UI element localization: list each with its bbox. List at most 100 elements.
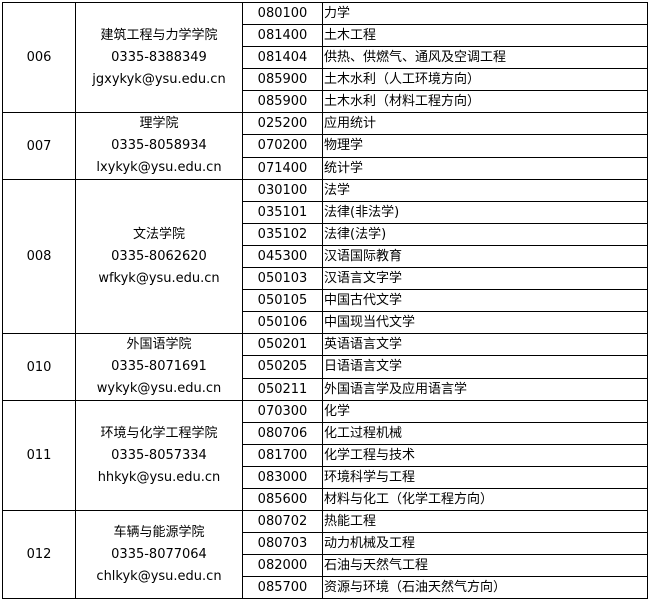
major-name: 资源与环境（石油天然气方向） [322, 576, 648, 599]
major-code: 045300 [242, 245, 323, 268]
college-name: 文法学院 [132, 226, 185, 242]
table-row: 035102 法律(法学) [3, 223, 648, 246]
major-name: 英语语言文学 [322, 332, 648, 357]
major-name: 法律(非法学) [322, 201, 648, 224]
major-code: 035102 [242, 223, 323, 246]
table-row: 070200 物理学 [3, 134, 648, 158]
college-phone: 0335-8071691 [111, 359, 207, 374]
major-code: 080702 [242, 510, 323, 533]
college-code: 011 [2, 400, 76, 511]
major-name: 应用统计 [322, 111, 648, 136]
major-name: 中国现当代文学 [322, 311, 648, 334]
college-code: 006 [2, 2, 76, 113]
college-phone: 0335-8077064 [111, 546, 207, 562]
major-code: 085900 [242, 68, 323, 91]
college-phone: 0335-8062620 [111, 248, 207, 264]
college-email: chlkyk@ysu.edu.cn [96, 568, 222, 584]
college-email: jgxykyk@ysu.edu.cn [92, 71, 226, 87]
major-code: 085600 [242, 488, 323, 511]
major-name: 法学 [322, 179, 648, 202]
major-code: 050201 [242, 332, 323, 357]
college-info: 文法学院 0335-8062620 wfkyk@ysu.edu.cn [75, 179, 243, 334]
major-code: 085700 [242, 576, 323, 599]
major-code: 081400 [242, 24, 323, 47]
college-phone: 0335-8057334 [111, 447, 207, 463]
major-code: 050103 [242, 267, 323, 290]
college-info: 车辆与能源学院 0335-8077064 chlkyk@ysu.edu.cn [75, 510, 243, 599]
major-name: 环境科学与工程 [322, 466, 648, 489]
major-name: 化工过程机械 [322, 422, 648, 445]
table-row: 081404 供热、供燃气、通风及空调工程 [3, 46, 648, 69]
major-code: 080703 [242, 532, 323, 555]
college-phone: 0335-8388349 [111, 49, 207, 65]
major-code: 035101 [242, 201, 323, 224]
college-info: 环境与化学工程学院 0335-8057334 hhkyk@ysu.edu.cn [75, 400, 243, 511]
table-row: 010 外国语学院 0335-8071691 wykyk@ysu.edu.cn 050… [2, 332, 648, 401]
major-name: 供热、供燃气、通风及空调工程 [322, 46, 648, 69]
college-code: 007 [2, 112, 76, 180]
table-row: 085900 土木水利（人工环境方向） [3, 68, 648, 91]
major-name: 土木工程 [322, 24, 648, 47]
major-name: 热能工程 [322, 510, 648, 533]
major-code: 050106 [242, 311, 323, 334]
major-code: 071400 [242, 156, 323, 181]
major-name: 化学工程与技术 [322, 444, 648, 467]
table-row: 006 建筑工程与力学学院 0335-8388349 jgxykyk@ysu.edu… [2, 2, 648, 113]
college-name: 外国语学院 [126, 337, 192, 352]
major-name: 化学 [322, 400, 648, 423]
major-name: 中国古代文学 [322, 289, 648, 312]
major-code: 082000 [242, 554, 323, 577]
table-row: 082000 石油与天然气工程 [3, 554, 648, 577]
college-info: 建筑工程与力学学院 0335-8388349 jgxykyk@ysu.edu.cn [75, 2, 243, 113]
table-row: 085700 资源与环境（石油天然气方向） [3, 576, 648, 599]
major-code: 070200 [242, 134, 323, 158]
college-phone: 0335-8058934 [111, 138, 207, 153]
table-row: 050205 日语语言文学 [3, 355, 648, 379]
major-name: 统计学 [322, 156, 648, 181]
college-code: 008 [2, 179, 76, 334]
college-email: hhkyk@ysu.edu.cn [97, 469, 221, 485]
college-name: 车辆与能源学院 [113, 524, 205, 540]
college-email: wykyk@ysu.edu.cn [96, 381, 222, 396]
major-code: 025200 [242, 111, 323, 136]
major-code: 080706 [242, 422, 323, 445]
college-code: 010 [2, 333, 76, 401]
table-row: 050103 汉语言文字学 [3, 267, 648, 290]
college-info: 理学院 0335-8058934 lxykyk@ysu.edu.cn [75, 112, 243, 180]
major-code: 080100 [242, 2, 323, 25]
table-row: 050211 外国语言学及应用语言学 [3, 377, 648, 402]
major-name: 土木水利（材料工程方向） [322, 90, 648, 113]
major-code: 070300 [242, 400, 323, 423]
major-code: 050211 [242, 377, 323, 402]
major-name: 材料与化工（化学工程方向） [322, 488, 648, 511]
table-row: 012 车辆与能源学院 0335-8077064 chlkyk@ysu.edu.cn… [2, 510, 648, 599]
college-name: 建筑工程与力学学院 [100, 27, 218, 43]
table-row: 045300 汉语国际教育 [3, 245, 648, 268]
table-row: 007 理学院 0335-8058934 lxykyk@ysu.edu.cn 0252… [2, 111, 648, 180]
major-code: 050205 [242, 355, 323, 379]
major-code: 050105 [242, 289, 323, 312]
major-name: 土木水利（人工环境方向） [322, 68, 648, 91]
table-row: 011 环境与化学工程学院 0335-8057334 hhkyk@ysu.edu.c… [2, 400, 648, 511]
major-name: 外国语言学及应用语言学 [322, 377, 648, 402]
college-email: wfkyk@ysu.edu.cn [98, 270, 220, 286]
major-code: 085900 [242, 90, 323, 113]
table-row: 083000 环境科学与工程 [3, 466, 648, 489]
major-code: 030100 [242, 179, 323, 202]
major-code: 081404 [242, 46, 323, 69]
major-name: 动力机械及工程 [322, 532, 648, 555]
table-row: 008 文法学院 0335-8062620 wfkyk@ysu.edu.cn 0301… [2, 179, 648, 334]
major-name: 力学 [322, 2, 648, 25]
table-row: 050105 中国古代文学 [3, 289, 648, 312]
major-name: 日语语言文学 [322, 355, 648, 379]
table-row: 085600 材料与化工（化学工程方向） [3, 488, 648, 511]
college-code: 012 [2, 510, 76, 599]
college-email: lxykyk@ysu.edu.cn [96, 160, 222, 175]
major-name: 汉语言文字学 [322, 267, 648, 290]
major-name: 物理学 [322, 134, 648, 158]
college-name: 环境与化学工程学院 [100, 425, 218, 441]
major-name: 法律(法学) [322, 223, 648, 246]
major-code: 083000 [242, 466, 323, 489]
table-row: 035101 法律(非法学) [3, 201, 648, 224]
